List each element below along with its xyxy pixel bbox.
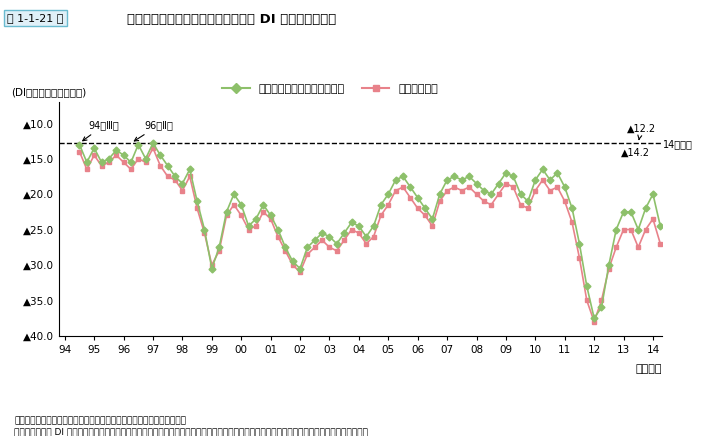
小規模事業者	[421, 213, 429, 218]
Line: 小規模事業者: 小規模事業者	[77, 146, 708, 324]
小規模事業者	[524, 206, 532, 211]
小規模事業者	[266, 216, 275, 221]
小規模事業者	[641, 227, 650, 232]
小規模事業者	[127, 167, 135, 172]
Legend: 中小企業・小規模事業者全体, 小規模事業者: 中小企業・小規模事業者全体, 小規模事業者	[218, 79, 442, 99]
小規模事業者	[149, 146, 157, 151]
Line: 中小企業・小規模事業者全体: 中小企業・小規模事業者全体	[77, 141, 708, 320]
中小企業・小規模事業者全体	[421, 206, 429, 211]
中小企業・小規模事業者全体	[149, 140, 157, 146]
Text: 中小企業・小規模事業者の資金繰り DI の推移（長期）: 中小企業・小規模事業者の資金繰り DI の推移（長期）	[127, 13, 337, 26]
小規模事業者	[590, 319, 598, 324]
Text: 94年Ⅲ期: 94年Ⅲ期	[83, 120, 119, 141]
中小企業・小規模事業者全体	[641, 206, 650, 211]
Text: 96年Ⅱ期: 96年Ⅱ期	[135, 120, 173, 141]
Text: （注）資金繰り DI は、前期に比べて、資金繰りが「好転」と答えた企業の割合（％）から、「悪化」と答えた企業の割合（％）を引いたもの。: （注）資金繰り DI は、前期に比べて、資金繰りが「好転」と答えた企業の割合（％…	[14, 427, 368, 436]
中小企業・小規模事業者全体	[605, 262, 613, 268]
Text: 第 1-1-21 図: 第 1-1-21 図	[7, 13, 64, 23]
中小企業・小規模事業者全体	[75, 142, 84, 147]
中小企業・小規模事業者全体	[127, 160, 135, 165]
Text: (DI、前期比季節調整値): (DI、前期比季節調整値)	[11, 87, 86, 97]
Text: 14年１期: 14年１期	[663, 139, 693, 149]
Text: 資料：中小企業庁・（独）中小企業基盤整備機構「中小企業景況調査」: 資料：中小企業庁・（独）中小企業基盤整備機構「中小企業景況調査」	[14, 416, 186, 426]
中小企業・小規模事業者全体	[524, 199, 532, 204]
中小企業・小規模事業者全体	[590, 316, 598, 321]
小規模事業者	[605, 266, 613, 271]
小規模事業者	[75, 149, 84, 154]
Text: （年期）: （年期）	[635, 364, 662, 374]
Text: ▲14.2: ▲14.2	[621, 148, 650, 158]
Text: ▲12.2: ▲12.2	[627, 124, 656, 140]
中小企業・小規模事業者全体	[266, 213, 275, 218]
